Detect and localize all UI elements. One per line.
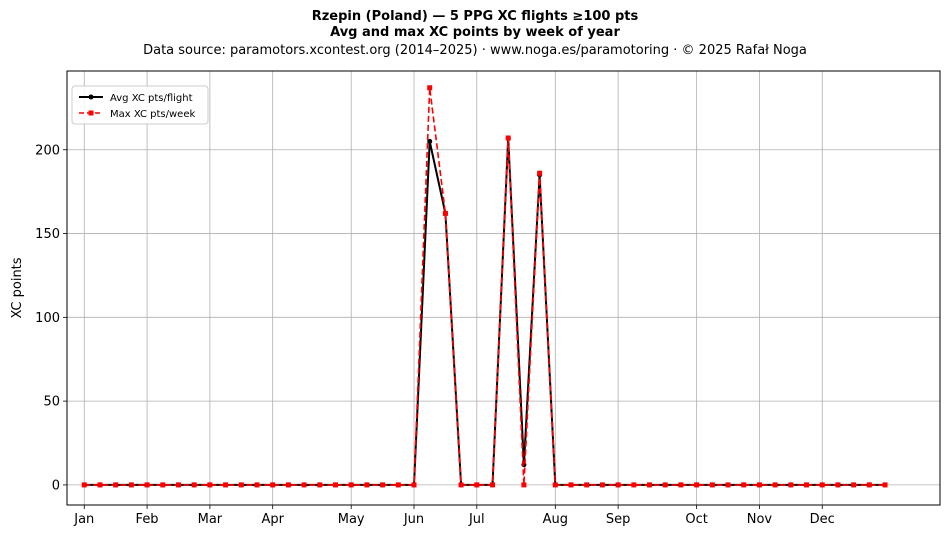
y-tick-label: 200 [35, 143, 60, 158]
chart-subtitle: Avg and max XC points by week of year [330, 25, 620, 40]
y-tick-label: 150 [35, 227, 60, 242]
data-point-max [207, 482, 213, 488]
data-point-max [804, 482, 810, 488]
data-point-max [223, 482, 229, 488]
data-point-max [113, 482, 119, 488]
y-tick-label: 100 [35, 311, 60, 326]
y-tick-label: 50 [43, 395, 60, 410]
data-point-max [678, 482, 684, 488]
data-point-max [584, 482, 590, 488]
data-point-max [819, 482, 825, 488]
legend-label: Max XC pts/week [110, 109, 195, 120]
x-tick-label: Mar [198, 512, 223, 527]
legend-marker [88, 94, 94, 100]
data-point-max [254, 482, 260, 488]
data-point-max [191, 482, 197, 488]
y-tick-label: 0 [52, 478, 60, 493]
data-point-max [552, 482, 558, 488]
legend-label: Avg XC pts/flight [110, 93, 193, 104]
data-point-max [427, 85, 433, 91]
data-point-max [741, 482, 747, 488]
data-point-max [599, 482, 605, 488]
data-point-max [160, 482, 166, 488]
data-point-max [285, 482, 291, 488]
data-point-max [458, 482, 464, 488]
x-tick-label: Jul [468, 512, 485, 527]
data-point-max [238, 482, 244, 488]
data-point-max [788, 482, 794, 488]
data-point-max [631, 482, 637, 488]
data-point-max [364, 482, 370, 488]
data-point-max [647, 482, 653, 488]
data-point-avg [427, 138, 433, 144]
data-point-max [772, 482, 778, 488]
x-tick-label: Feb [136, 512, 159, 527]
data-point-max [128, 482, 134, 488]
grid [67, 71, 940, 505]
x-tick-label: Oct [685, 512, 707, 527]
series-line-avg [84, 137, 885, 486]
data-point-max [568, 482, 574, 488]
plot-frame [66, 70, 941, 506]
series-line-max [84, 87, 885, 486]
data-point-max [270, 482, 276, 488]
data-point-max [505, 135, 511, 141]
data-point-max [521, 482, 527, 488]
data-point-max [615, 482, 621, 488]
x-tick-label: May [338, 512, 365, 527]
chart-title: Rzepin (Poland) — 5 PPG XC flights ≥100 … [311, 9, 639, 24]
series-lines [81, 85, 888, 488]
data-point-max [866, 482, 872, 488]
legend-box [71, 85, 209, 125]
x-tick-label: Jan [73, 512, 94, 527]
data-point-max [725, 482, 731, 488]
data-point-max [317, 482, 323, 488]
legend-marker [88, 110, 94, 116]
data-point-max [694, 482, 700, 488]
data-point-max [144, 482, 150, 488]
data-point-max [301, 482, 307, 488]
data-point-max [474, 482, 480, 488]
x-tick-label: Jun [403, 512, 424, 527]
data-point-max [882, 482, 888, 488]
data-point-max [332, 482, 338, 488]
x-tick-label: Apr [261, 512, 284, 527]
data-point-max [348, 482, 354, 488]
data-point-max [709, 482, 715, 488]
data-point-max [490, 482, 496, 488]
legend: Avg XC pts/flight Max XC pts/week [71, 85, 209, 125]
data-source-note: Data source: paramotors.xcontest.org (20… [143, 43, 807, 58]
data-point-max [97, 482, 103, 488]
data-point-max [395, 482, 401, 488]
data-point-max [411, 482, 417, 488]
axes: Jan Feb Mar Apr May Jun Jul Aug Sep Oct Nov Dec 0 50 1… [35, 143, 835, 527]
x-tick-label: Nov [747, 512, 773, 527]
data-point-max [662, 482, 668, 488]
data-point-max [537, 170, 543, 176]
x-tick-label: Sep [606, 512, 631, 527]
y-axis-label: XC points [10, 257, 25, 318]
data-point-max [851, 482, 857, 488]
x-tick-label: Aug [543, 512, 568, 527]
data-point-max [442, 210, 448, 216]
data-point-max [380, 482, 386, 488]
data-point-max [175, 482, 181, 488]
data-point-max [835, 482, 841, 488]
data-point-max [81, 482, 87, 488]
x-tick-label: Dec [810, 512, 835, 527]
data-point-max [756, 482, 762, 488]
